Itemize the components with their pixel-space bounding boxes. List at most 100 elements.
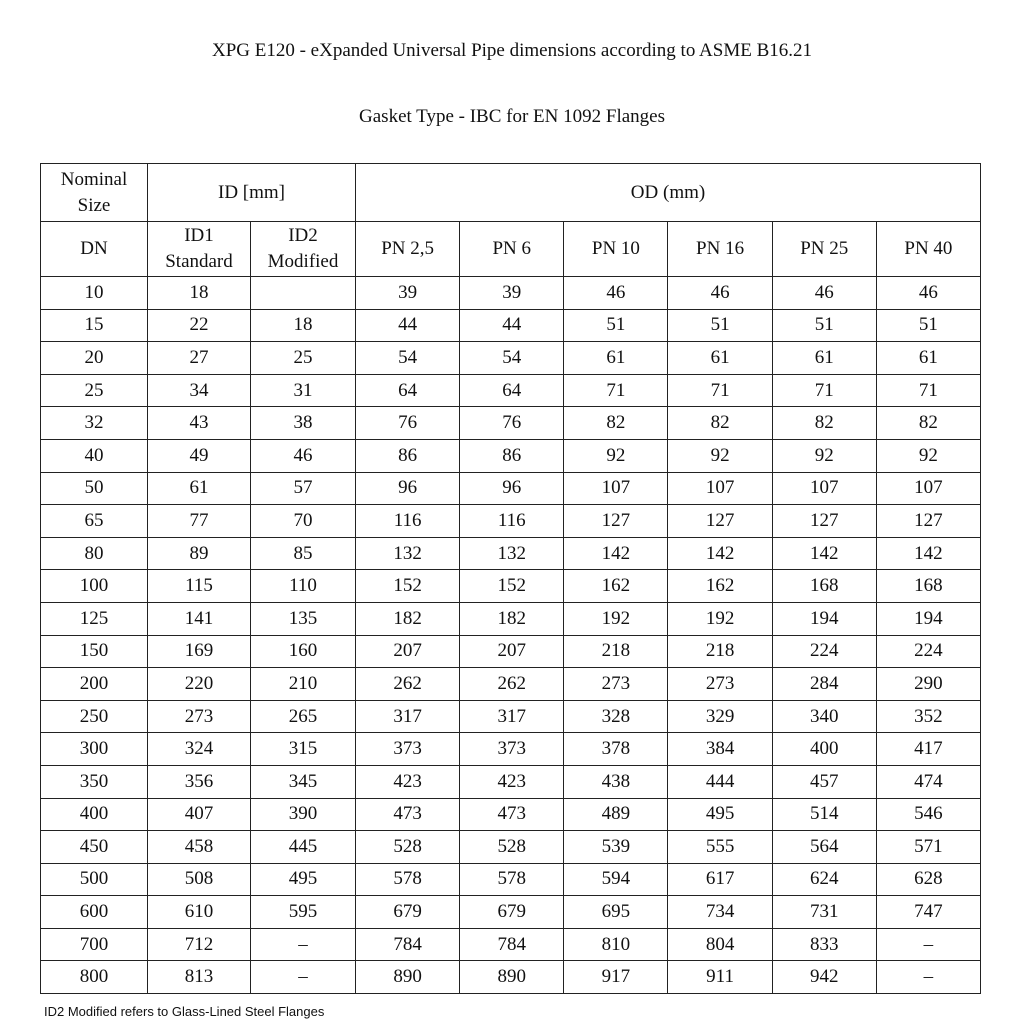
header-cell: PN 2,5: [355, 221, 461, 277]
data-cell: 96: [355, 471, 461, 506]
data-cell: 15: [40, 308, 148, 343]
data-row: 65 77 70 116 116 127 127 127 127: [40, 504, 982, 538]
data-cell: 528: [355, 830, 461, 864]
data-row: 250 273 265 317 317 328 329 340 352: [40, 699, 982, 734]
data-cell: 400: [40, 797, 148, 832]
data-cell: 162: [563, 569, 669, 603]
data-row: 150 169 160 207 207 218 218 224 224: [40, 634, 982, 669]
title: XPG E120 - eXpanded Universal Pipe dimen…: [211, 40, 812, 61]
data-cell: 595: [249, 895, 357, 929]
data-cell: 444: [667, 764, 773, 799]
data-cell: 328: [563, 699, 669, 734]
data-cell: 194: [771, 601, 877, 636]
data-cell: 265: [249, 699, 357, 734]
data-cell: 712: [147, 927, 251, 962]
data-cell: 96: [459, 471, 565, 506]
data-row: 350 356 345 423 423 438 444 457 474: [40, 764, 982, 799]
data-cell: 89: [147, 536, 251, 571]
header-cell: ID1 Standard: [147, 221, 251, 277]
data-cell: 373: [459, 732, 565, 766]
data-cell: 224: [875, 634, 982, 669]
data-cell: 80: [40, 536, 148, 571]
data-cell: 317: [459, 699, 565, 734]
data-cell: 890: [459, 960, 565, 995]
data-cell: 44: [355, 308, 461, 343]
data-cell: 473: [459, 797, 565, 832]
data-cell: 18: [249, 308, 357, 343]
data-cell: 46: [771, 276, 877, 310]
data-cell: 51: [667, 308, 773, 343]
data-cell: 218: [563, 634, 669, 669]
data-cell: 46: [667, 276, 773, 310]
data-cell: 373: [355, 732, 461, 766]
data-cell: 46: [563, 276, 669, 310]
data-cell: 61: [667, 341, 773, 375]
data-cell: 250: [40, 699, 148, 734]
data-cell: 160: [249, 634, 357, 669]
data-cell: 110: [249, 569, 357, 603]
data-cell: 152: [355, 569, 461, 603]
data-cell: 917: [563, 960, 669, 995]
data-cell: 340: [771, 699, 877, 734]
data-cell: 679: [355, 895, 461, 929]
header-cell: Nominal Size: [40, 163, 148, 222]
data-cell: 284: [771, 667, 877, 701]
data-cell: 384: [667, 732, 773, 766]
header-cell: ID2 Modified: [249, 221, 357, 277]
data-cell: 34: [147, 373, 251, 408]
header-cell: ID [mm]: [146, 163, 357, 222]
data-cell: 54: [459, 341, 565, 375]
data-row: 20 27 25 54 54 61 61 61 61: [40, 341, 982, 375]
header-cell: DN: [40, 221, 148, 277]
data-cell: 194: [875, 601, 982, 636]
data-cell: [249, 276, 357, 310]
data-cell: 70: [249, 504, 357, 538]
data-cell: 324: [147, 732, 251, 766]
data-cell: 262: [459, 667, 565, 701]
header-cell: PN 25: [771, 221, 877, 277]
data-cell: 747: [875, 895, 982, 929]
data-cell: 39: [459, 276, 565, 310]
data-cell: 400: [771, 732, 877, 766]
data-cell: 407: [147, 797, 251, 832]
data-cell: 578: [459, 862, 565, 897]
data-cell: 438: [563, 764, 669, 799]
data-cell: 43: [147, 406, 251, 440]
data-row: 500 508 495 578 578 594 617 624 628: [40, 862, 982, 897]
data-cell: 474: [875, 764, 982, 799]
data-cell: 813: [147, 960, 251, 995]
data-cell: 51: [563, 308, 669, 343]
data-cell: 107: [771, 471, 877, 506]
data-cell: 317: [355, 699, 461, 734]
data-cell: 617: [667, 862, 773, 897]
data-cell: 610: [147, 895, 251, 929]
data-row: 25 34 31 64 64 71 71 71 71: [40, 373, 982, 408]
data-cell: 18: [147, 276, 251, 310]
data-cell: 142: [667, 536, 773, 571]
header-cell: PN 6: [459, 221, 565, 277]
data-cell: 273: [563, 667, 669, 701]
data-cell: 273: [667, 667, 773, 701]
data-cell: 86: [355, 438, 461, 473]
data-cell: 273: [147, 699, 251, 734]
data-row: 15 22 18 44 44 51 51 51 51: [40, 308, 982, 343]
data-cell: 107: [563, 471, 669, 506]
data-cell: 86: [459, 438, 565, 473]
data-cell: 489: [563, 797, 669, 832]
data-cell: 115: [147, 569, 251, 603]
data-row: 125 141 135 182 182 192 192 194 194: [40, 601, 982, 636]
data-cell: 731: [771, 895, 877, 929]
data-cell: 220: [147, 667, 251, 701]
data-cell: 49: [147, 438, 251, 473]
data-cell: 734: [667, 895, 773, 929]
data-cell: 57: [249, 471, 357, 506]
data-row: 400 407 390 473 473 489 495 514 546: [40, 797, 982, 832]
header-cell: PN 10: [563, 221, 669, 277]
data-cell: 44: [459, 308, 565, 343]
data-row: 450 458 445 528 528 539 555 564 571: [40, 830, 982, 864]
data-cell: 168: [771, 569, 877, 603]
data-cell: 679: [459, 895, 565, 929]
data-cell: 546: [875, 797, 982, 832]
data-cell: 150: [40, 634, 148, 669]
